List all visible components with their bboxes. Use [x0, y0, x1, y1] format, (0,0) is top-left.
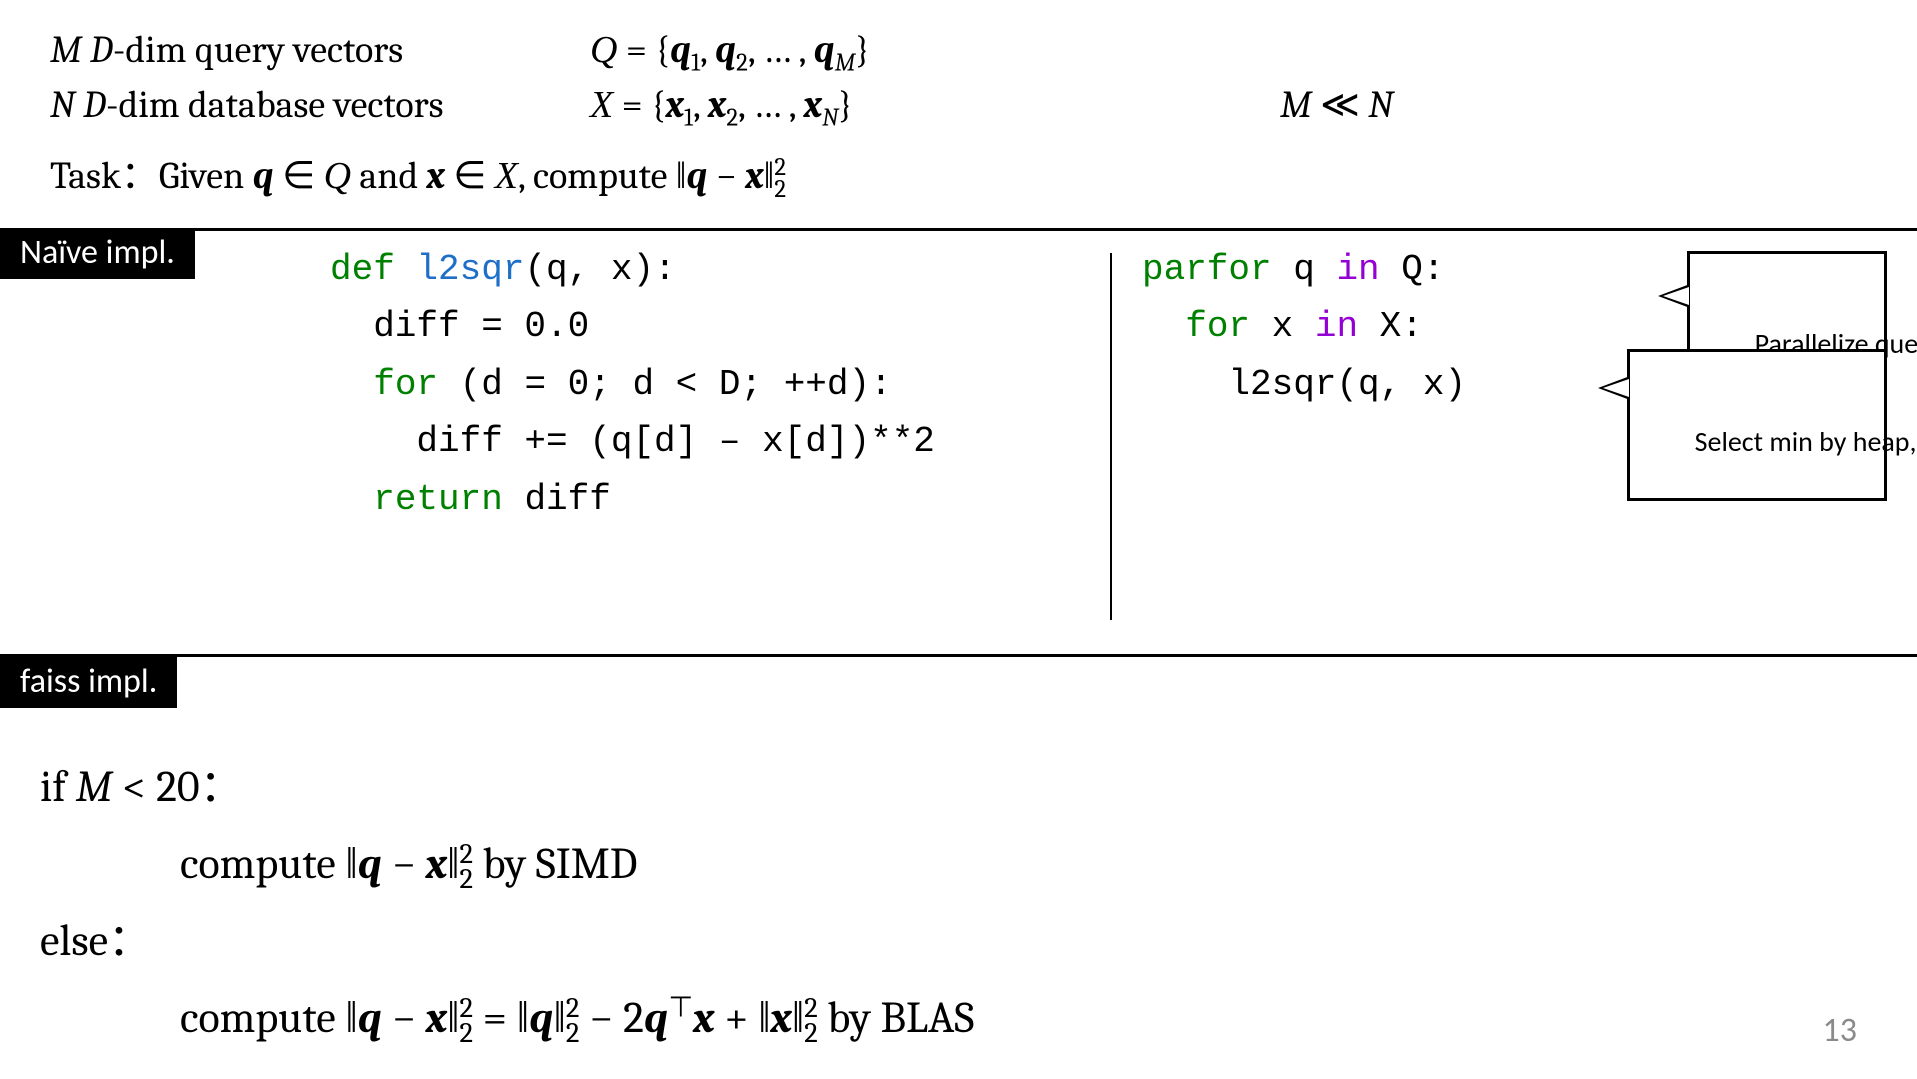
t: q — [1272, 249, 1337, 290]
naive-impl-label: Naïve impl. — [0, 228, 195, 279]
code-line: (d = 0; d < D; ++d): — [438, 364, 892, 405]
page-number: 13 — [1823, 1010, 1857, 1051]
else-line: else： — [40, 902, 1867, 979]
kw-def: def — [330, 249, 395, 290]
code-line: diff — [503, 479, 611, 520]
kw-for: for — [1185, 306, 1250, 347]
kw-return: return — [373, 479, 503, 520]
t: Q: — [1380, 249, 1445, 290]
database-set-formula: X = {x1, x2, … , xN} — [590, 83, 1280, 133]
kw-parfor: parfor — [1142, 249, 1272, 290]
code-line: l2sqr(q, x) — [1142, 364, 1466, 405]
definitions-block: M D-dim query vectors Q = {q1, q2, … , q… — [0, 0, 1917, 210]
if-line: if M < 20： — [40, 748, 1867, 825]
callout-text: Select min by heap, but omit it now — [1695, 424, 1917, 459]
loop-code: parfor q in Q: for x in X: l2sqr(q, x) P… — [1112, 241, 1917, 644]
t: x — [1250, 306, 1315, 347]
blas-line: compute ‖q − x‖22 = ‖q‖22 − 2q⊤x + ‖x‖22… — [40, 979, 1867, 1056]
code-line: diff = 0.0 — [330, 306, 589, 347]
t: compute — [180, 992, 345, 1043]
naive-content: def l2sqr(q, x): diff = 0.0 for (d = 0; … — [0, 231, 1917, 654]
text: -dim query vectors — [113, 28, 403, 72]
faiss-body: if M < 20： compute ‖q − x‖22 by SIMD els… — [0, 708, 1917, 1056]
t: X: — [1358, 306, 1423, 347]
callout-arrow-icon — [1658, 284, 1690, 308]
l2sqr-code: def l2sqr(q, x): diff = 0.0 for (d = 0; … — [0, 241, 1110, 644]
database-vectors-line: N D-dim database vectors X = {x1, x2, … … — [50, 82, 1867, 133]
kw-in: in — [1336, 249, 1379, 290]
callout-arrow-icon — [1598, 376, 1630, 400]
simd-line: compute ‖q − x‖22 by SIMD — [40, 825, 1867, 902]
t: compute — [180, 838, 345, 889]
code-line: diff += (q[d] – x[d])**2 — [330, 421, 935, 462]
m-much-less-n: M ≪ N — [1280, 82, 1393, 127]
faiss-impl-label: faiss impl. — [0, 657, 177, 708]
fn-name: l2sqr — [416, 249, 524, 290]
query-set-formula: Q = {q1, q2, … , qM} — [590, 28, 1280, 78]
faiss-impl-block: faiss impl. if M < 20： compute ‖q − x‖22… — [0, 657, 1917, 1056]
text: -dim database vectors — [106, 83, 444, 127]
database-vectors-label: N D-dim database vectors — [50, 83, 590, 127]
query-vectors-label: M D-dim query vectors — [50, 28, 590, 72]
naive-impl-block: Naïve impl. def l2sqr(q, x): diff = 0.0 … — [0, 228, 1917, 657]
kw-for: for — [373, 364, 438, 405]
t: by SIMD — [473, 838, 637, 889]
kw-in: in — [1315, 306, 1358, 347]
callout-heap: Select min by heap, but omit it now — [1627, 349, 1887, 501]
sig: (q, x): — [524, 249, 675, 290]
t: by BLAS — [818, 992, 975, 1043]
naive-label-wrap: Naïve impl. — [0, 228, 195, 279]
task-line: Task：Given q ∈ Q and x ∈ X, compute ‖q −… — [50, 144, 1867, 201]
query-vectors-line: M D-dim query vectors Q = {q1, q2, … , q… — [50, 28, 1867, 78]
